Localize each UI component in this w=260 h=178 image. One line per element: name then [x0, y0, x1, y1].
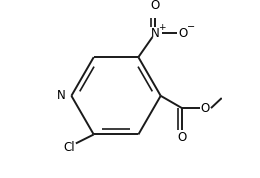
Text: N: N [151, 27, 159, 40]
Text: O: O [201, 102, 210, 115]
Text: O: O [179, 27, 188, 40]
Text: O: O [177, 131, 187, 144]
Text: +: + [158, 23, 165, 32]
Text: Cl: Cl [63, 141, 75, 154]
Text: −: − [187, 22, 195, 32]
Text: N: N [56, 89, 65, 102]
Text: O: O [150, 0, 160, 12]
